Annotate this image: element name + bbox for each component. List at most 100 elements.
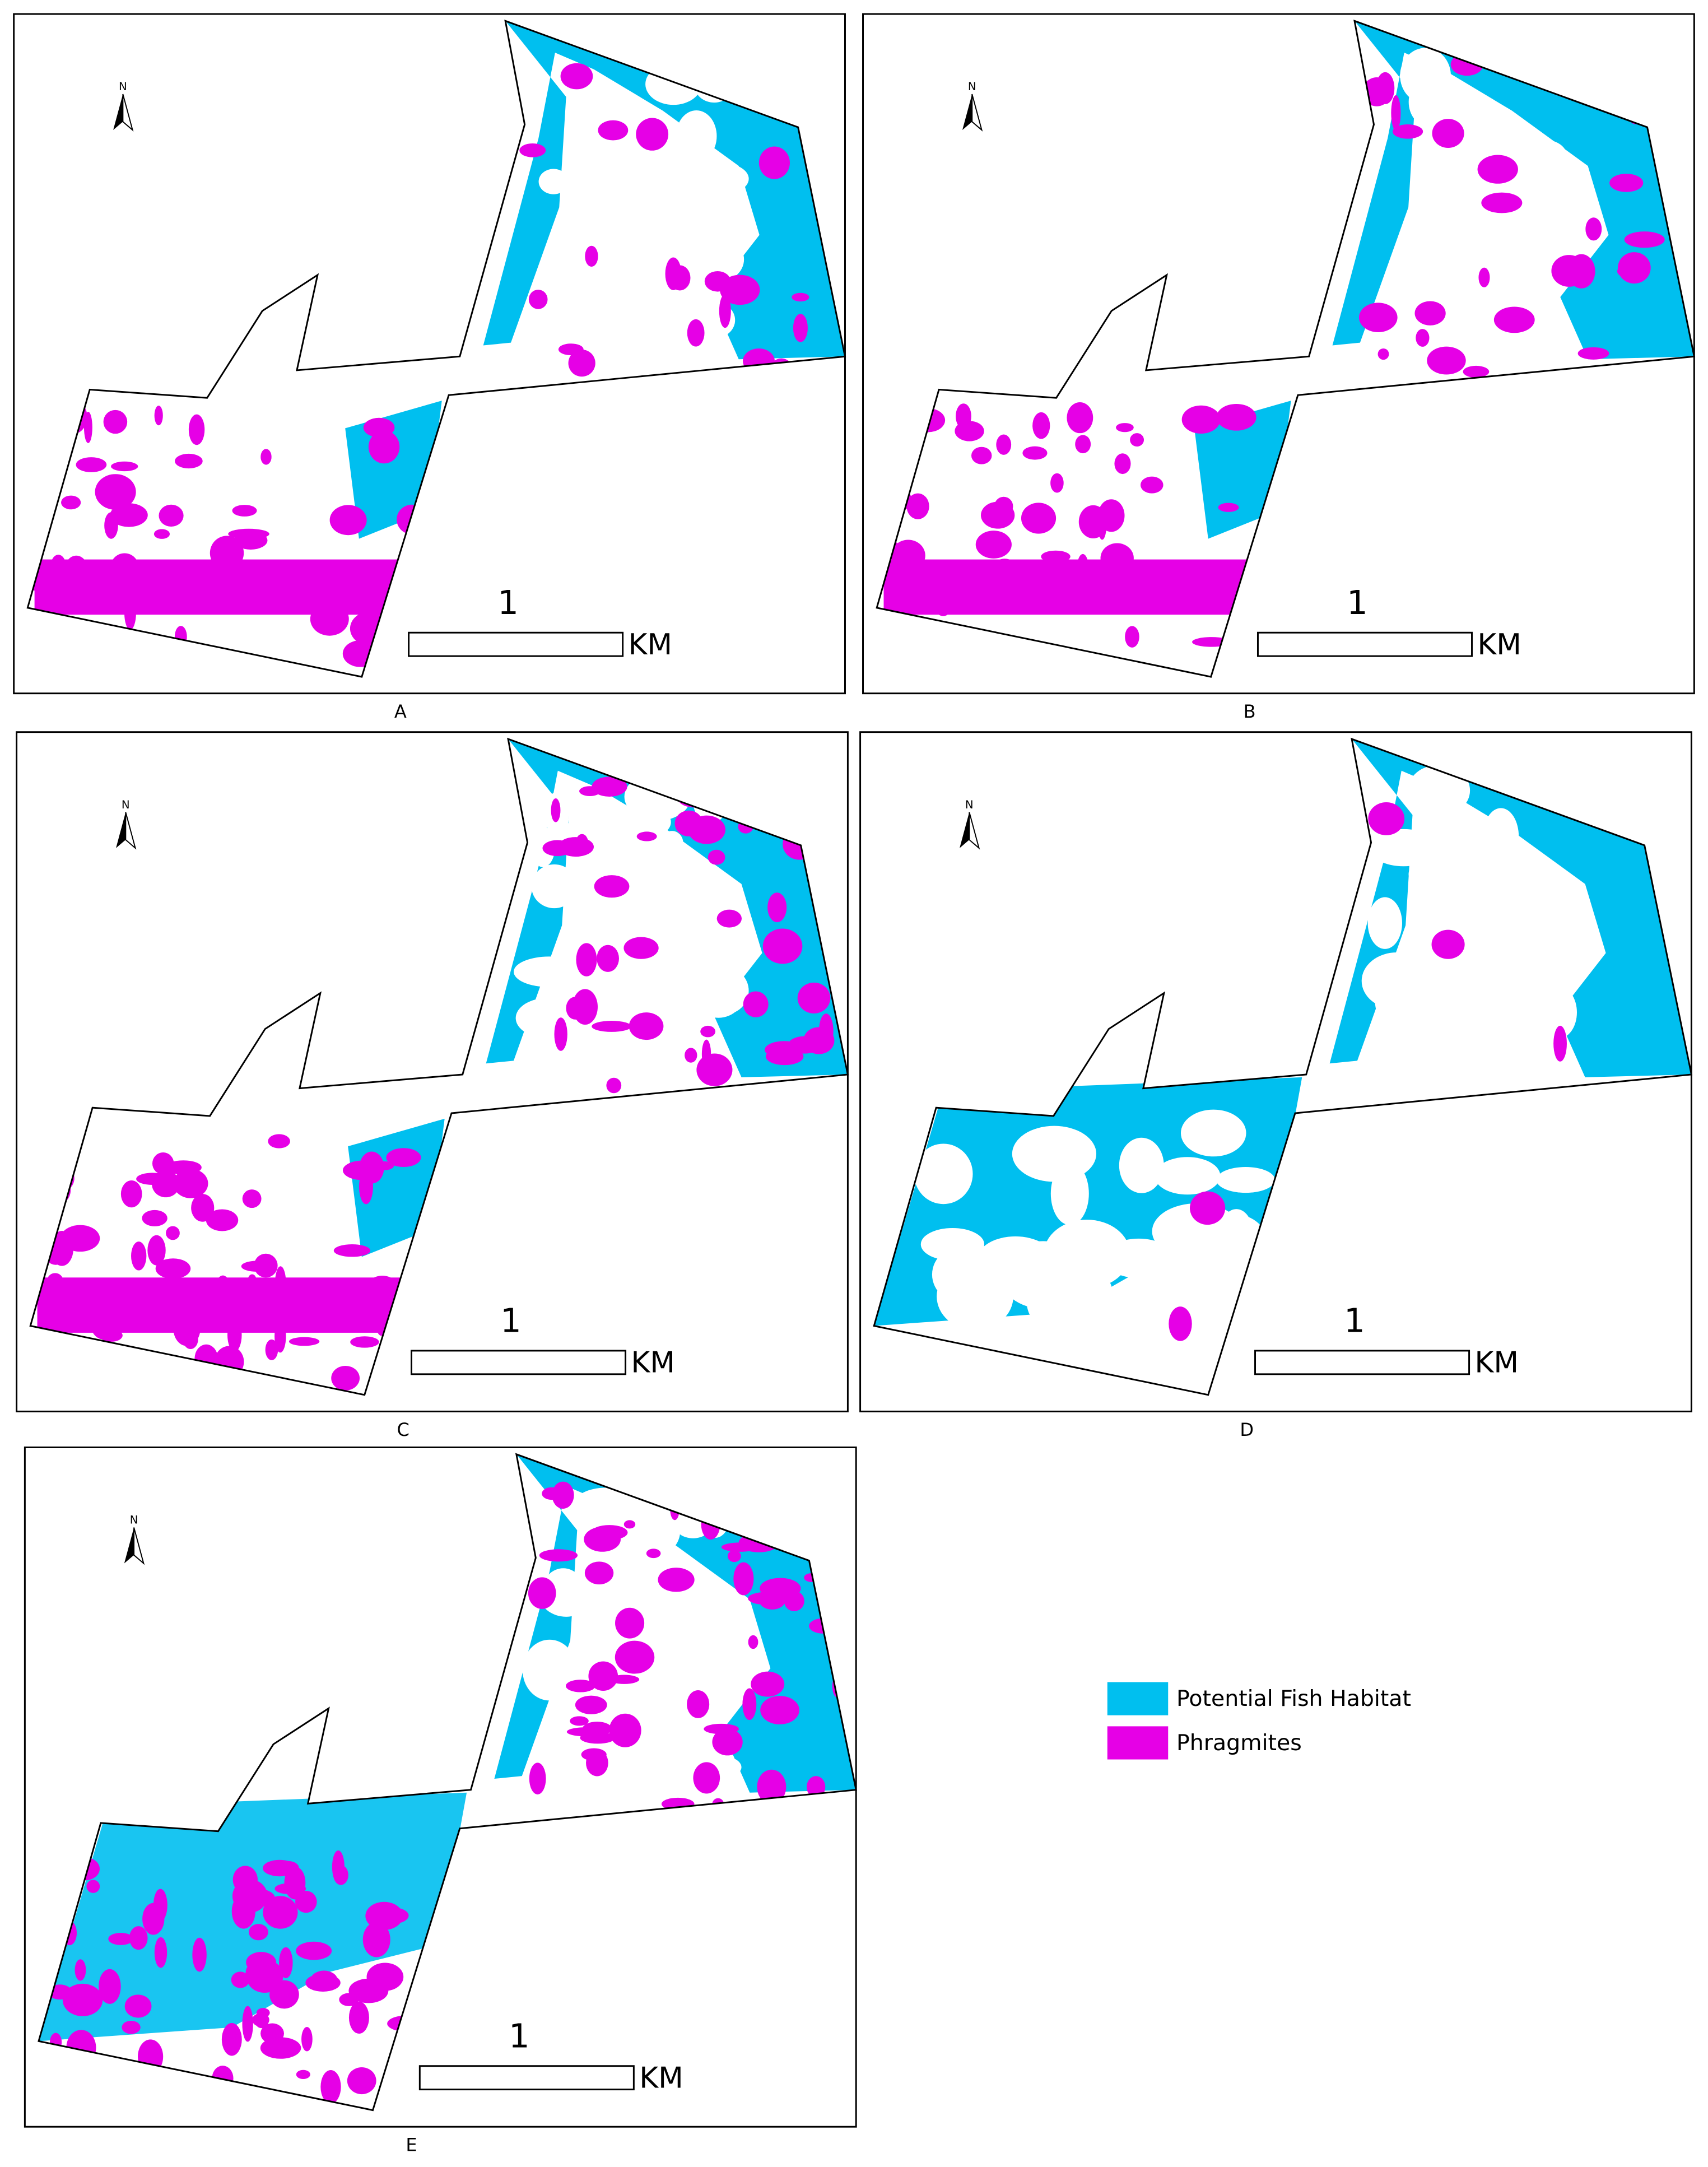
phragmites-patch bbox=[1481, 192, 1523, 213]
phragmites-patch bbox=[1427, 346, 1466, 375]
phragmites-patch bbox=[333, 1865, 348, 1885]
phragmites-patch bbox=[1431, 929, 1465, 959]
phragmites-patch bbox=[155, 1258, 191, 1279]
map-panel: N 1 KM bbox=[16, 731, 849, 1412]
phragmites-patch bbox=[971, 447, 992, 464]
phragmites-patch bbox=[362, 1922, 390, 1957]
phragmites-patch bbox=[708, 849, 725, 865]
phragmites-patch bbox=[124, 1994, 152, 2018]
phragmites-patch bbox=[1551, 255, 1587, 287]
north-arrow bbox=[971, 94, 983, 132]
phragmites-patch bbox=[557, 837, 594, 857]
phragmites-patch bbox=[348, 2001, 369, 2034]
scale-unit: KM bbox=[1474, 1346, 1519, 1380]
panel-label: B bbox=[1244, 701, 1256, 722]
north-arrow bbox=[962, 94, 972, 131]
phragmites-patch bbox=[1609, 174, 1644, 192]
phragmites-patch bbox=[704, 271, 731, 292]
island bbox=[1390, 1023, 1448, 1083]
phragmites-patch bbox=[519, 143, 546, 157]
phragmites-patch bbox=[674, 810, 703, 836]
island bbox=[920, 1227, 985, 1261]
phragmites-patch bbox=[173, 1169, 208, 1198]
phragmites-patch bbox=[368, 430, 400, 464]
scale-unit: KM bbox=[1477, 628, 1521, 662]
phragmites-patch bbox=[1216, 403, 1256, 431]
phragmites-patch bbox=[552, 1481, 574, 1509]
map-area bbox=[39, 1454, 857, 2110]
phragmites-patch bbox=[584, 1561, 614, 1585]
island bbox=[1449, 91, 1480, 117]
phragmites-patch bbox=[153, 1889, 167, 1922]
phragmites-patch bbox=[751, 1671, 785, 1697]
phragmites-patch bbox=[61, 495, 81, 510]
phragmites-patch bbox=[594, 875, 630, 898]
phragmites-patch bbox=[142, 1210, 167, 1227]
phragmites-patch bbox=[760, 1696, 799, 1724]
phragmites-patch bbox=[551, 798, 561, 822]
island bbox=[660, 831, 683, 855]
island bbox=[1476, 942, 1537, 979]
phragmites-patch bbox=[175, 453, 203, 469]
phragmites-patch bbox=[597, 945, 619, 972]
phragmites-patch bbox=[743, 991, 769, 1017]
phragmites-patch bbox=[1585, 217, 1602, 241]
phragmites-patch bbox=[792, 292, 809, 302]
phragmites-patch bbox=[906, 493, 929, 519]
phragmites-patch bbox=[82, 1234, 93, 1243]
island bbox=[937, 1262, 1013, 1331]
island bbox=[1501, 1039, 1542, 1077]
phragmites-patch bbox=[554, 1017, 567, 1051]
scale-unit: KM bbox=[639, 2061, 683, 2095]
phragmites-patch bbox=[234, 1888, 275, 1908]
north-label: N bbox=[119, 80, 127, 93]
island bbox=[914, 1143, 973, 1205]
phragmites-patch bbox=[615, 1640, 655, 1674]
phragmites-patch bbox=[636, 831, 657, 841]
phragmites-patch bbox=[721, 1542, 758, 1552]
phragmites-patch bbox=[1114, 453, 1131, 475]
panel-label: E bbox=[406, 2135, 417, 2156]
phragmites-patch bbox=[147, 1235, 166, 1266]
phragmites-patch bbox=[1218, 503, 1239, 512]
phragmites-patch bbox=[1414, 301, 1446, 325]
phragmites-patch bbox=[76, 1986, 93, 1998]
fish-habitat-area bbox=[483, 21, 845, 360]
phragmites-patch bbox=[246, 1952, 277, 1973]
phragmites-patch bbox=[75, 1959, 86, 1981]
island bbox=[538, 169, 569, 194]
island bbox=[1119, 1137, 1164, 1193]
phragmites-patch bbox=[131, 1241, 147, 1271]
phragmites-patch bbox=[366, 1963, 404, 1991]
phragmites-patch bbox=[1416, 329, 1430, 347]
north-label: N bbox=[122, 798, 130, 811]
phragmites-patch bbox=[716, 909, 742, 928]
scale-unit: KM bbox=[631, 1346, 675, 1380]
phragmites-patch bbox=[221, 2023, 242, 2056]
phragmites-patch bbox=[994, 496, 1013, 516]
phragmites-patch bbox=[333, 1244, 371, 1257]
island bbox=[1109, 1290, 1144, 1314]
phragmites-patch bbox=[1067, 402, 1093, 434]
phragmites-patch bbox=[34, 559, 408, 615]
phragmites-patch bbox=[365, 1901, 403, 1930]
phragmites-patch bbox=[996, 434, 1012, 455]
phragmites-patch bbox=[95, 474, 136, 510]
scale-bar bbox=[418, 2065, 635, 2091]
phragmites-patch bbox=[687, 319, 705, 347]
island bbox=[514, 956, 585, 987]
phragmites-patch bbox=[1463, 365, 1490, 378]
phragmites-patch bbox=[331, 1365, 360, 1391]
phragmites-patch bbox=[241, 1261, 273, 1272]
island bbox=[1220, 1209, 1253, 1255]
phragmites-patch bbox=[803, 1027, 835, 1054]
phragmites-patch bbox=[528, 290, 548, 309]
island bbox=[978, 1236, 1053, 1281]
boundary bbox=[873, 737, 1693, 1396]
island bbox=[1154, 1157, 1221, 1195]
phragmites-patch bbox=[122, 2020, 141, 2034]
island bbox=[1367, 897, 1402, 949]
legend-label: Phragmites bbox=[1176, 1730, 1302, 1756]
island bbox=[1405, 205, 1450, 244]
scale-label: 1 bbox=[497, 583, 519, 622]
